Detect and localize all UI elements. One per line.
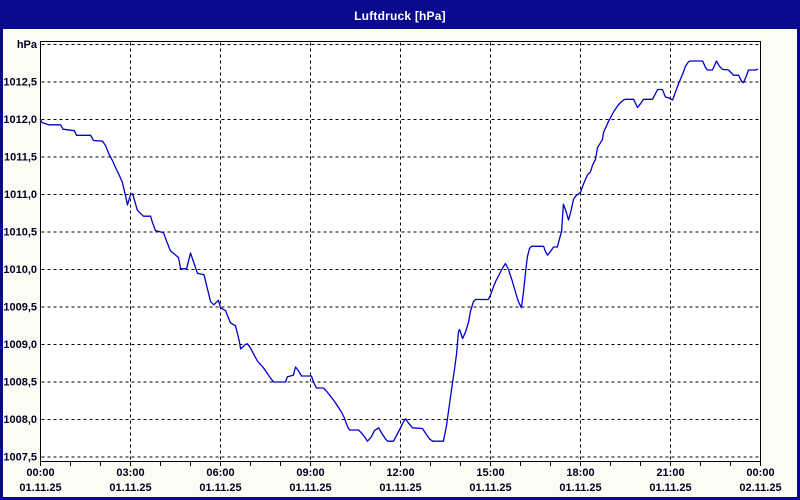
pressure-line: [39, 60, 759, 442]
y-tick-label: 1007,5: [3, 452, 37, 464]
y-axis-labels: hPa 1012,5 1012,0 1011,5 1011,0 1010,5 1010,0 1…: [3, 39, 38, 464]
x-tick-time: 21:00: [656, 467, 684, 479]
x-tick-date: 01.11.25: [109, 482, 151, 494]
x-tick-date: 02.11.25: [739, 482, 781, 494]
y-tick-label: 1008,5: [3, 377, 37, 389]
y-tick-label: hPa: [17, 39, 38, 51]
y-tick-label: 1009,0: [3, 339, 37, 351]
gridlines: [41, 42, 760, 461]
pressure-chart: hPa 1012,5 1012,0 1011,5 1011,0 1010,5 1010,0 1…: [3, 39, 781, 494]
x-tick-date: 01.11.25: [199, 482, 241, 494]
y-tick-label: 1010,5: [3, 227, 37, 239]
y-tick-label: 1008,0: [3, 414, 37, 426]
y-tick-label: 1012,5: [3, 77, 37, 89]
x-tick-date: 01.11.25: [289, 482, 331, 494]
y-tick-label: 1009,5: [3, 302, 37, 314]
x-tick-date: 01.11.25: [649, 482, 691, 494]
x-tick-time: 09:00: [296, 467, 324, 479]
chart-area: hPa 1012,5 1012,0 1011,5 1011,0 1010,5 1010,0 1…: [3, 29, 797, 497]
x-tick-date: 01.11.25: [469, 482, 511, 494]
x-axis-labels: 00:00 01.11.25 03:00 01.11.25 06:00 01.11.25 0…: [19, 467, 781, 494]
x-tick-time: 00:00: [26, 467, 54, 479]
x-tick-time: 12:00: [386, 467, 414, 479]
y-tick-label: 1011,0: [4, 189, 37, 201]
x-tick-date: 01.11.25: [19, 482, 61, 494]
x-tick-date: 01.11.25: [559, 482, 601, 494]
y-tick-label: 1010,0: [3, 264, 37, 276]
x-tick-time: 03:00: [116, 467, 144, 479]
x-tick-time: 18:00: [566, 467, 594, 479]
hour-ticks: [40, 461, 761, 466]
x-tick-time: 00:00: [746, 467, 774, 479]
x-tick-date: 01.11.25: [379, 482, 421, 494]
window-title: Luftdruck [hPa]: [354, 9, 446, 23]
y-tick-label: 1012,0: [3, 114, 37, 126]
title-bar: Luftdruck [hPa]: [3, 3, 797, 29]
x-tick-time: 06:00: [206, 467, 234, 479]
x-tick-time: 15:00: [476, 467, 504, 479]
y-tick-label: 1011,5: [4, 152, 37, 164]
